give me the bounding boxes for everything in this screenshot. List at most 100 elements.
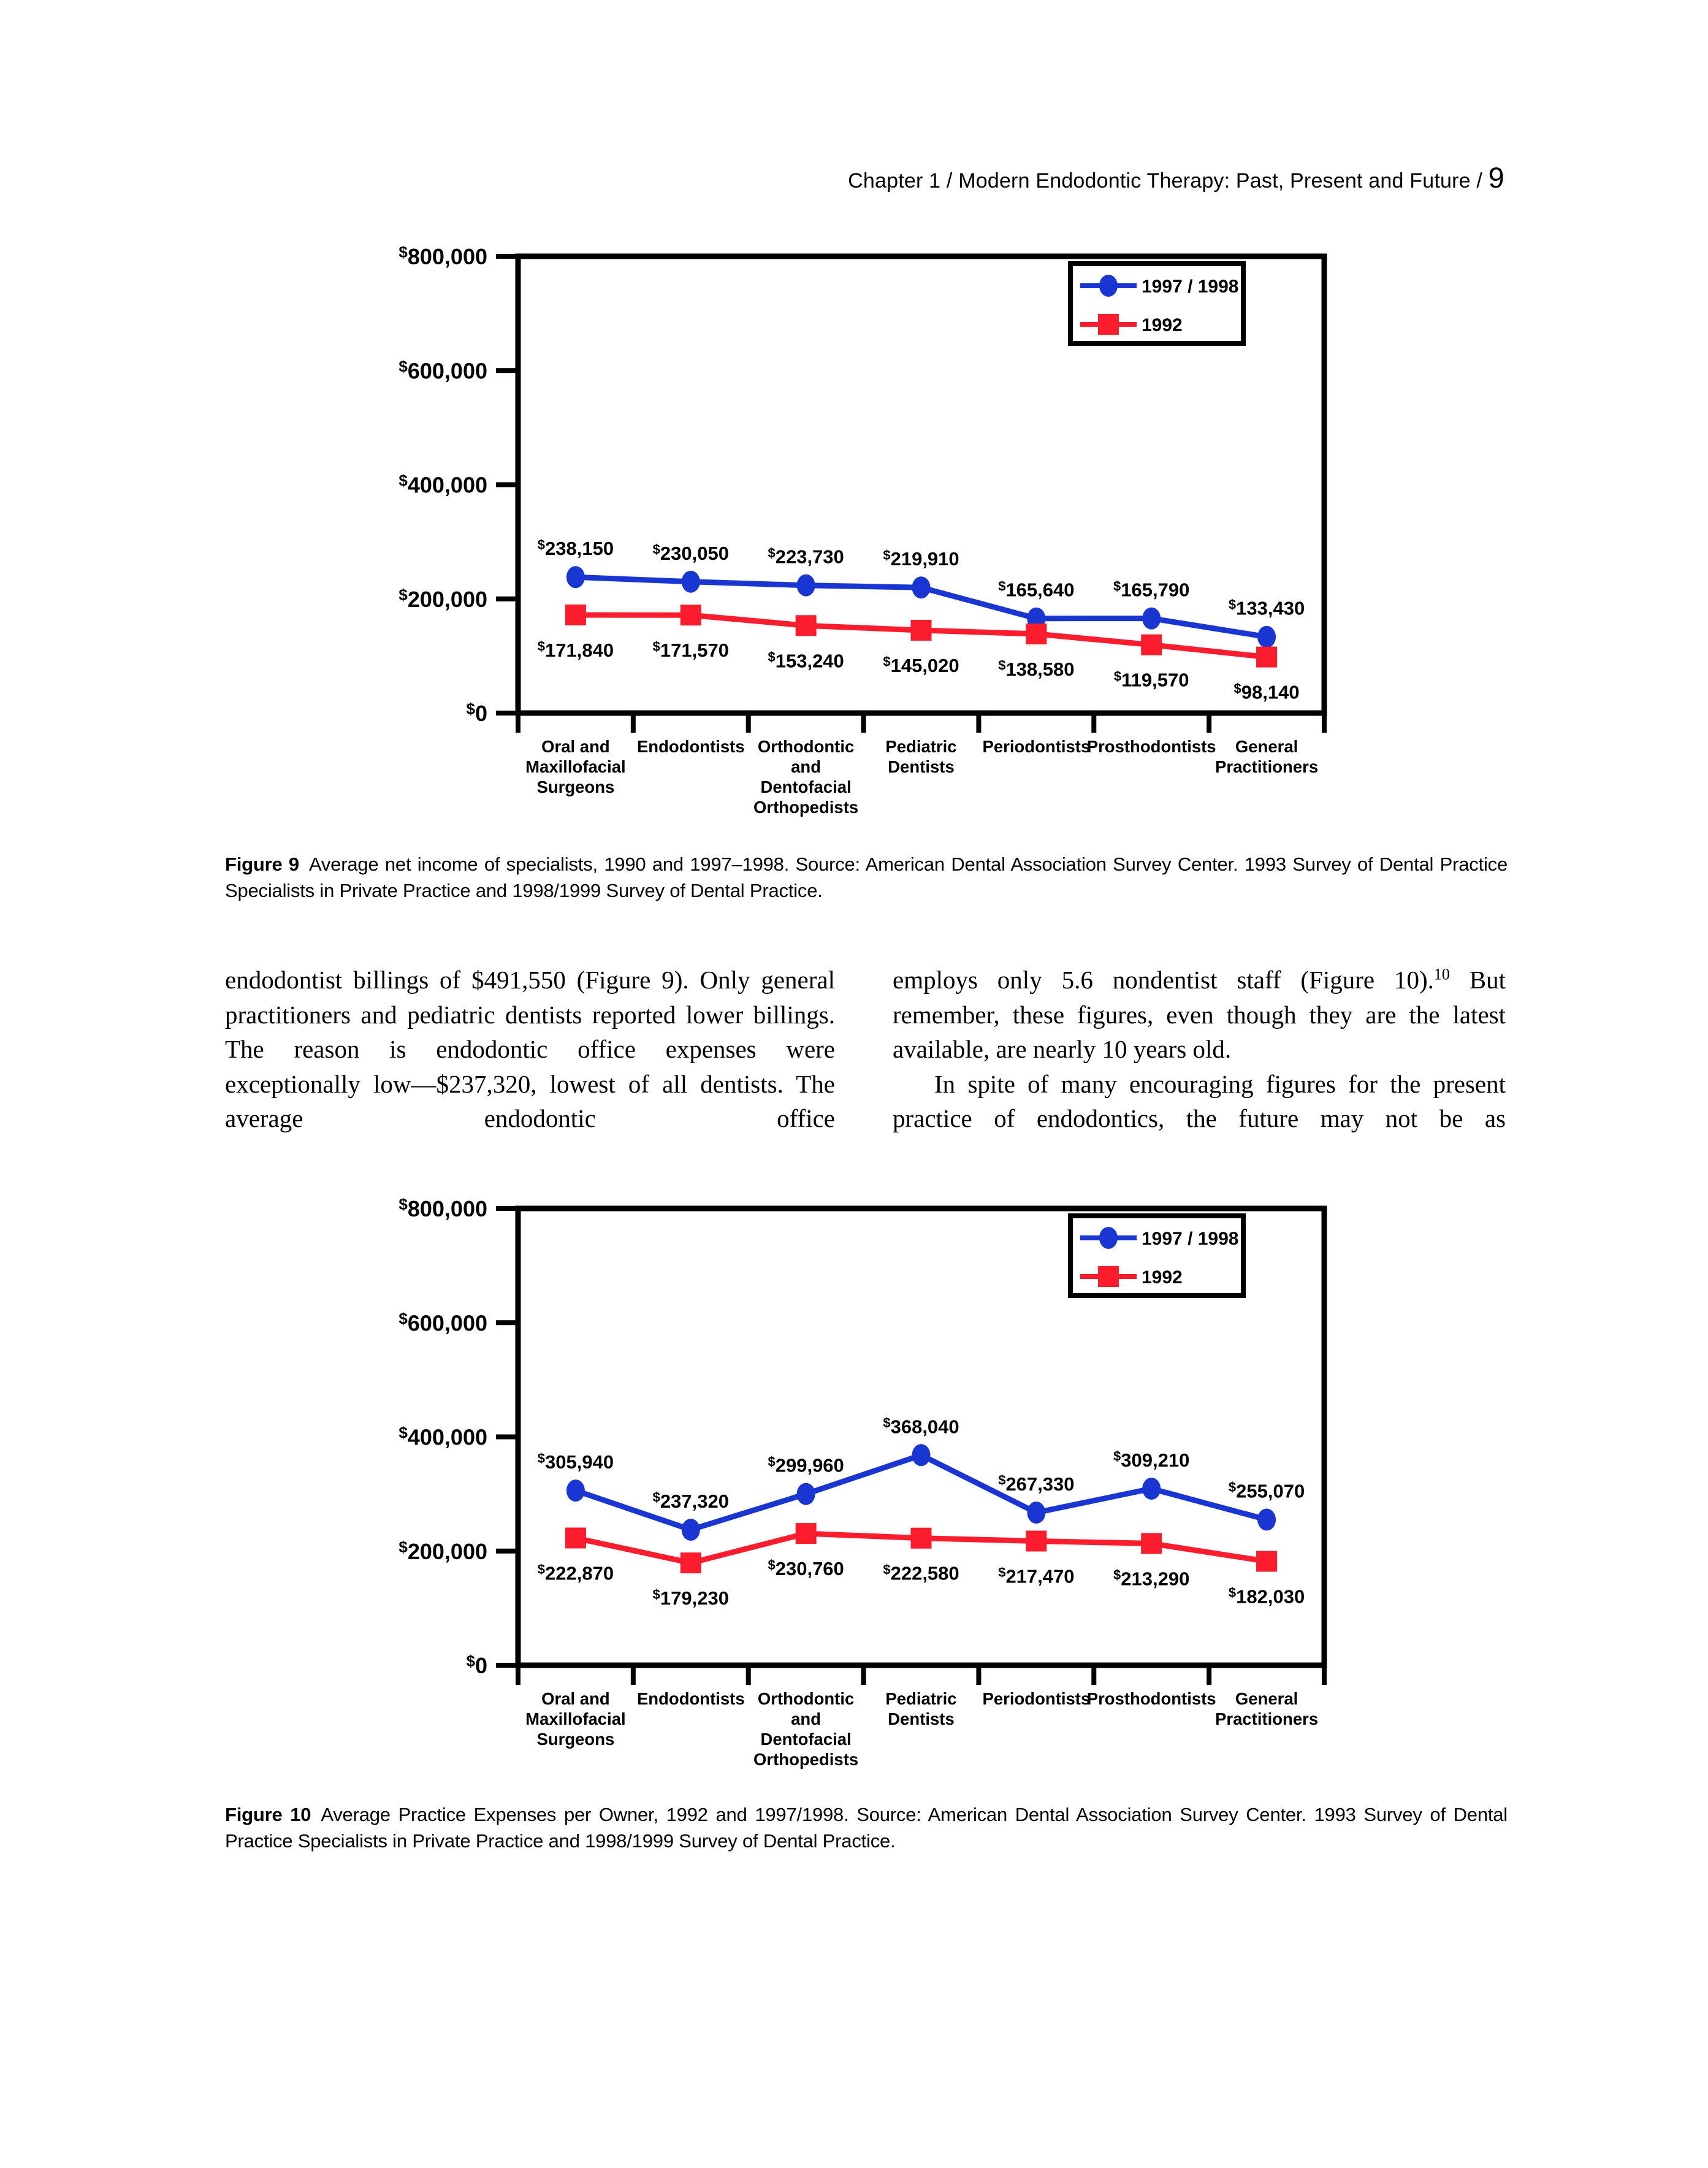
y-axis-label: $400,000: [398, 1424, 487, 1450]
y-axis-label: $200,000: [398, 1538, 487, 1564]
data-label: $222,870: [538, 1562, 614, 1584]
y-axis-label: $600,000: [398, 357, 487, 383]
body-left-column: endodontist billings of $491,550 (Figure…: [225, 963, 835, 1136]
data-point-circle: [681, 570, 700, 593]
x-category-label: Orthopedists: [753, 798, 858, 817]
body-right-column: employs only 5.6 nondentist staff (Figur…: [893, 963, 1506, 1136]
running-header-text: Chapter 1 / Modern Endodontic Therapy: P…: [848, 169, 1489, 193]
x-category-label: Maxillofacial: [525, 757, 626, 776]
footnote-reference: 10: [1433, 965, 1450, 983]
x-category-label: Prosthodontists: [1087, 737, 1216, 756]
x-category-label: Periodontists: [983, 1689, 1091, 1708]
data-point-square: [910, 1527, 932, 1549]
paragraph: endodontist billings of $491,550 (Figure…: [225, 966, 835, 1132]
x-category-label: Prosthodontists: [1087, 1689, 1216, 1708]
y-axis-label: $400,000: [398, 471, 487, 498]
figure9-caption-label: Figure 9: [225, 853, 299, 875]
x-category-label: Practitioners: [1215, 1709, 1318, 1728]
y-axis-label: $600,000: [398, 1309, 487, 1335]
data-label: $179,230: [653, 1587, 729, 1609]
data-point-circle: [1257, 1508, 1276, 1531]
figure9-chart: $800,000 $600,000 $400,000 $200,000 $0 $238,1…: [368, 232, 1349, 833]
x-category-label: Endodontists: [637, 1689, 745, 1708]
data-point-circle: [796, 1483, 815, 1505]
data-label: $223,730: [768, 545, 844, 567]
data-point-circle: [796, 574, 815, 597]
figure10-caption-text: Average Practice Expenses per Owner, 199…: [225, 1804, 1508, 1852]
data-point-square: [1026, 1530, 1047, 1552]
legend-marker-circle: [1099, 1227, 1118, 1249]
figure10-caption: Figure 10 Average Practice Expenses per O…: [225, 1801, 1508, 1854]
data-point-square: [1141, 634, 1162, 655]
data-point-square: [1026, 623, 1047, 644]
figure9-caption: Figure 9 Average net income of specialist…: [225, 851, 1508, 904]
legend-marker-square: [1098, 314, 1119, 335]
legend-label: 1992: [1142, 1267, 1183, 1288]
data-point-circle: [1257, 625, 1276, 648]
data-label: $133,430: [1229, 597, 1305, 619]
y-axis-label: $0: [467, 700, 488, 726]
data-label: $255,070: [1229, 1479, 1305, 1502]
page-number: 9: [1488, 161, 1504, 194]
legend: 1997 / 1998 1992: [1068, 1213, 1246, 1298]
data-label: $230,050: [653, 541, 729, 563]
y-axis-label: $0: [467, 1652, 488, 1678]
x-category-label: Orthopedists: [753, 1750, 858, 1769]
data-point-circle: [1142, 1478, 1161, 1500]
data-label: $305,940: [538, 1451, 614, 1473]
y-axis-label: $800,000: [398, 1195, 487, 1221]
data-label: $145,020: [883, 654, 959, 676]
x-category-label: and: [791, 1709, 821, 1728]
data-point-circle: [566, 566, 585, 589]
x-category-label: Surgeons: [536, 777, 614, 796]
figure9-plot: $800,000 $600,000 $400,000 $200,000 $0 $238,1…: [398, 243, 1327, 817]
data-label: $171,840: [538, 639, 614, 661]
data-label: $119,570: [1114, 668, 1189, 690]
figure10-plot: $800,000 $600,000 $400,000 $200,000 $0 $305,9…: [398, 1195, 1327, 1769]
x-category-label: Oral and: [541, 737, 610, 756]
data-point-square: [1256, 646, 1278, 668]
data-label: $217,470: [998, 1565, 1074, 1587]
running-header: Chapter 1 / Modern Endodontic Therapy: P…: [848, 161, 1504, 194]
legend: 1997 / 1998 1992: [1068, 261, 1246, 346]
data-label: $299,960: [768, 1454, 844, 1476]
paragraph: In spite of many encouraging figures for…: [893, 1069, 1506, 1133]
data-label: $153,240: [768, 649, 844, 671]
data-point-square: [565, 1527, 586, 1549]
data-point-circle: [566, 1479, 585, 1502]
data-label: $171,570: [653, 639, 729, 661]
x-category-label: Dentofacial: [760, 1730, 851, 1749]
x-category-label: Periodontists: [983, 737, 1091, 756]
data-point-circle: [681, 1518, 700, 1541]
x-category-label: Dentists: [888, 757, 955, 776]
legend-label: 1992: [1142, 315, 1183, 335]
figure10-chart: $800,000 $600,000 $400,000 $200,000 $0 $305,9…: [368, 1184, 1349, 1785]
x-category-label: Orthodontic: [758, 737, 854, 756]
data-label: $165,640: [998, 578, 1074, 600]
legend-marker-circle: [1099, 275, 1118, 297]
figure9-caption-text: Average net income of specialists, 1990 …: [225, 853, 1508, 901]
x-category-label: Surgeons: [536, 1730, 614, 1749]
data-point-circle: [1027, 1502, 1046, 1524]
text-run: employs only 5.6 nondentist staff (Figur…: [893, 966, 1434, 994]
data-label: $237,320: [653, 1490, 729, 1512]
data-label: $222,580: [883, 1562, 959, 1584]
data-point-square: [1141, 1533, 1162, 1554]
data-label: $230,760: [768, 1557, 844, 1579]
legend-marker-square: [1098, 1266, 1119, 1287]
data-label: $368,040: [883, 1415, 959, 1437]
data-label: $213,290: [1113, 1567, 1189, 1589]
data-point-square: [795, 615, 817, 636]
data-point-circle: [912, 1444, 931, 1467]
data-label: $98,140: [1234, 681, 1300, 703]
data-point-square: [910, 619, 932, 641]
data-label: $309,210: [1113, 1449, 1189, 1471]
data-point-square: [1256, 1551, 1278, 1572]
data-point-circle: [912, 576, 931, 599]
x-category-label: Pediatric: [885, 1689, 956, 1708]
x-category-label: Orthodontic: [758, 1689, 854, 1708]
data-point-square: [565, 604, 586, 625]
data-label: $219,910: [883, 548, 959, 570]
data-point-square: [795, 1523, 817, 1544]
